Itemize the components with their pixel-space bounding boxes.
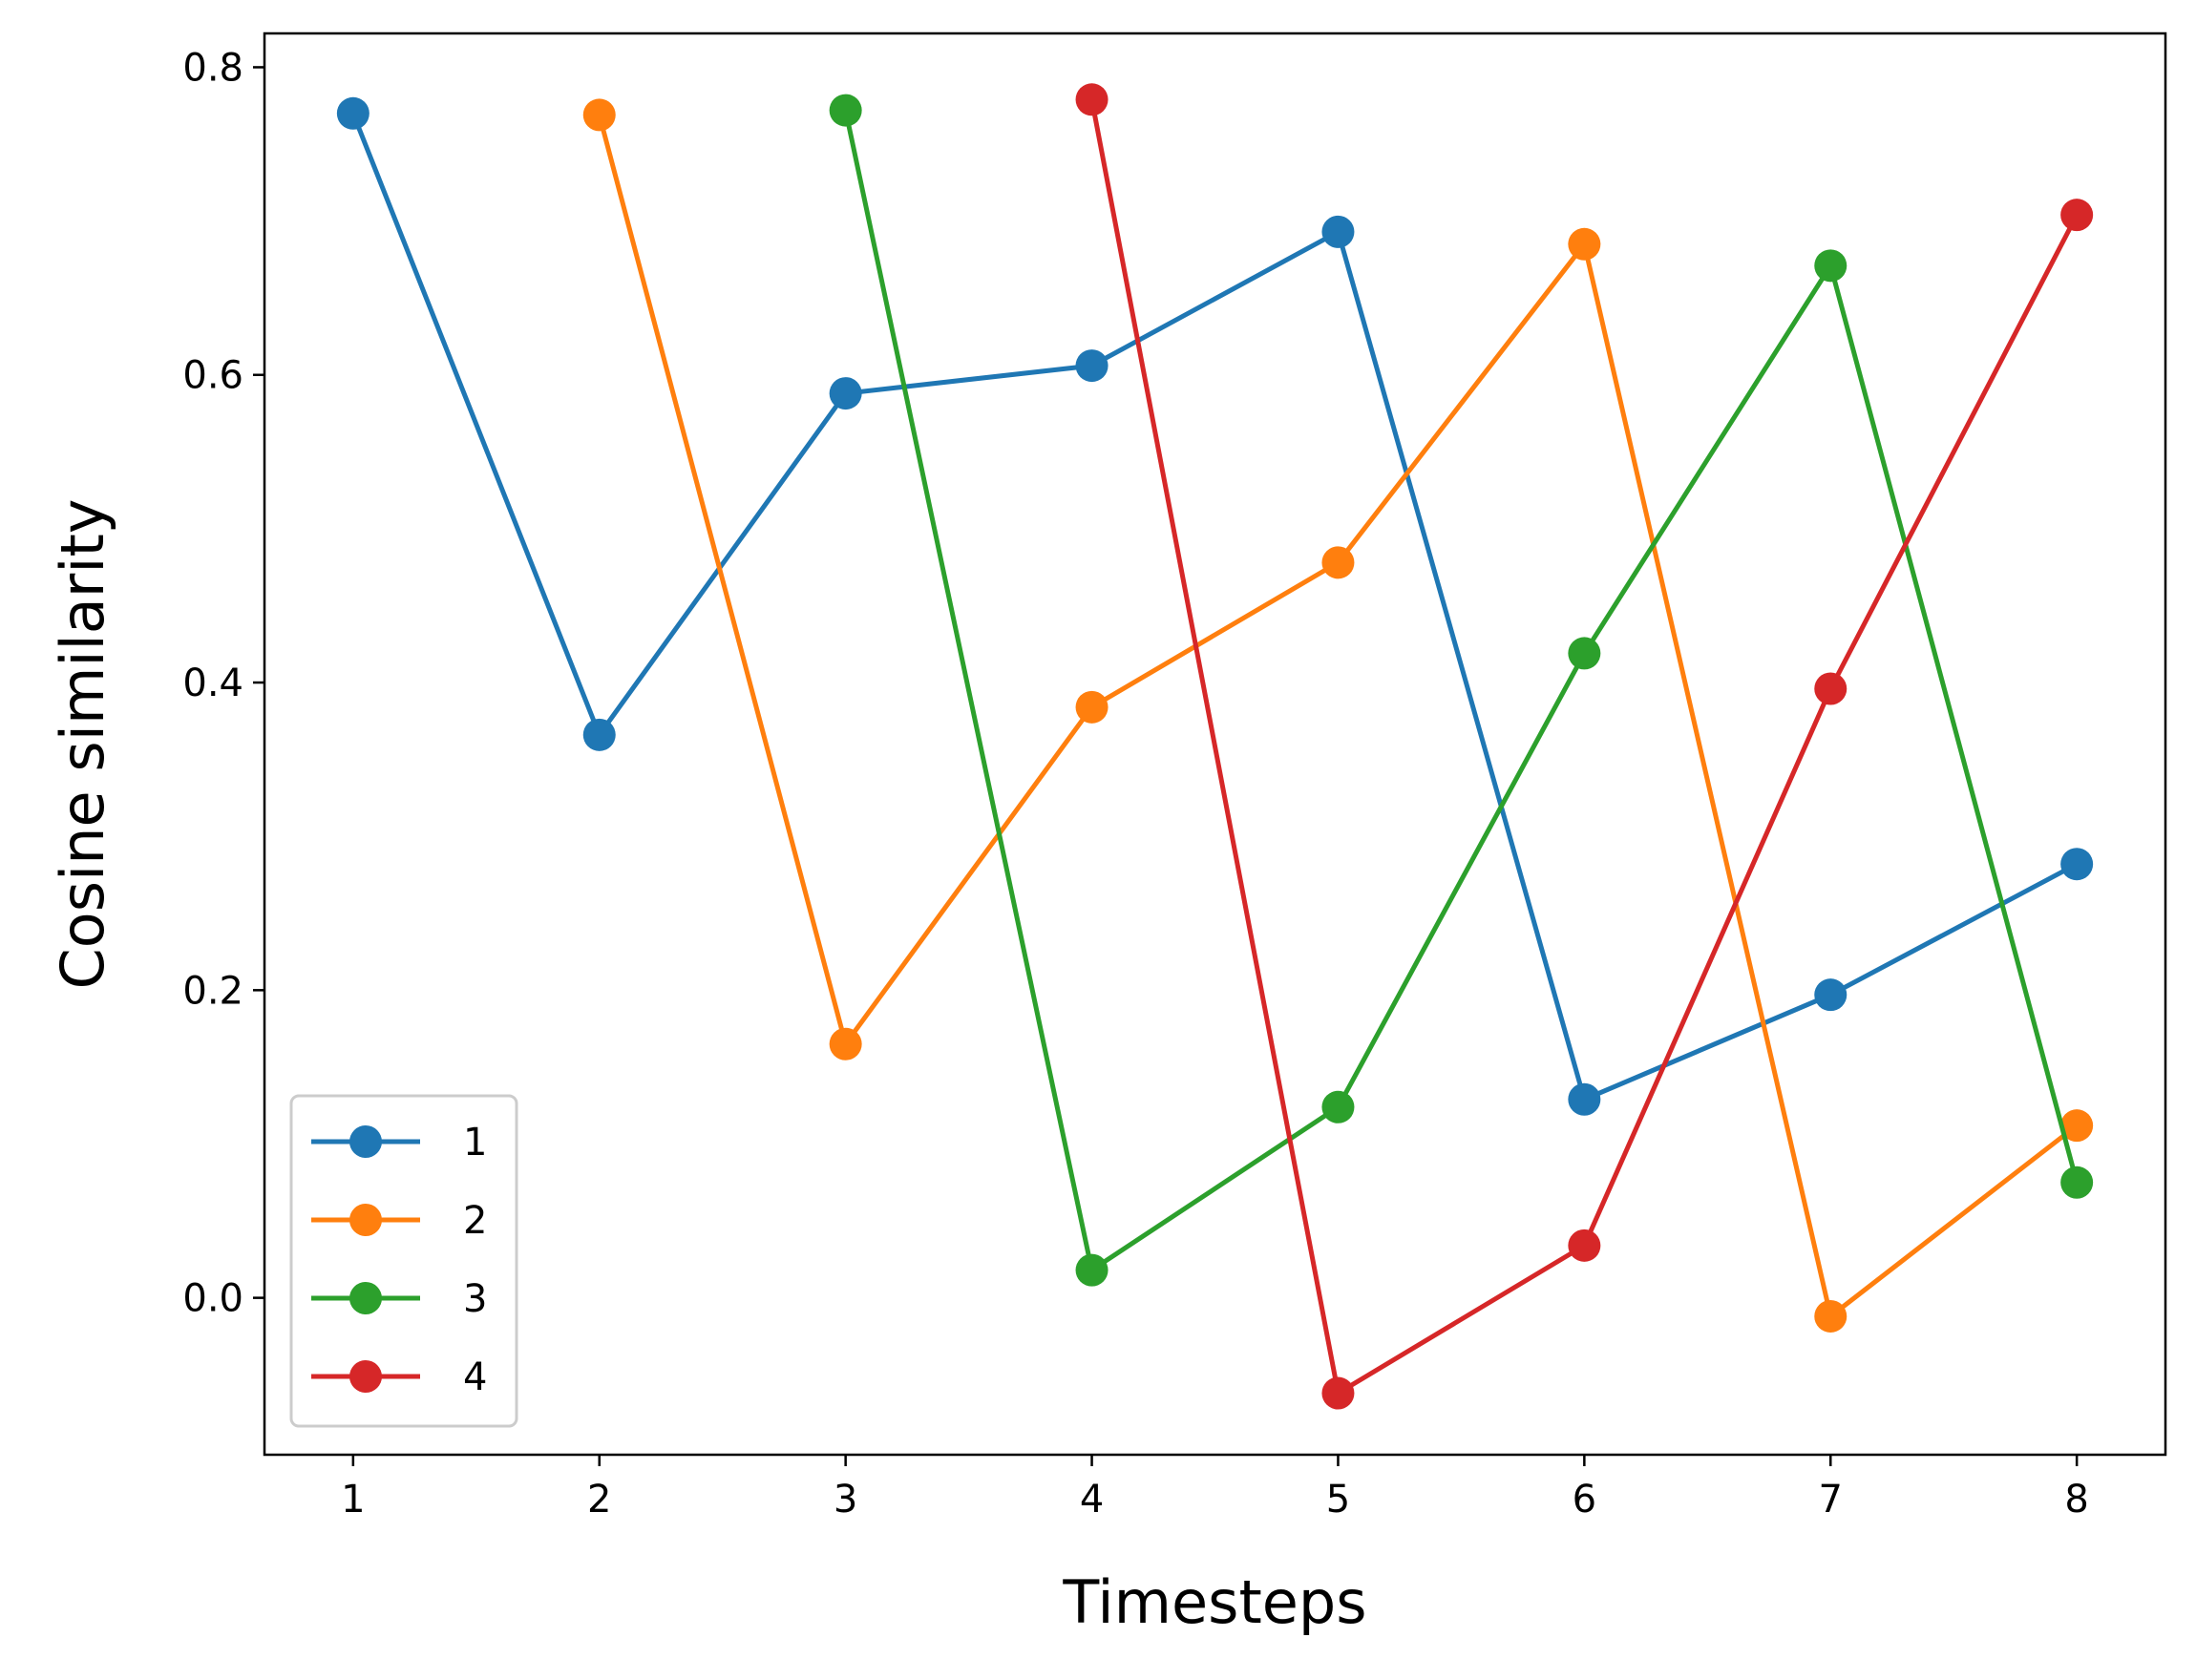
legend-label: 3 xyxy=(463,1277,487,1321)
y-axis-title: Cosine similarity xyxy=(48,499,117,990)
legend-label: 1 xyxy=(463,1121,487,1165)
x-axis: 1 2 3 4 5 6 7 8 xyxy=(341,1455,2089,1522)
legend-marker xyxy=(349,1360,382,1393)
x-axis-title: Timesteps xyxy=(1062,1567,1366,1637)
legend-item-4: 4 xyxy=(311,1355,487,1399)
x-tick-label: 2 xyxy=(587,1478,611,1522)
series-layer xyxy=(336,83,2094,1410)
series-line-3 xyxy=(843,110,2080,1273)
x-tick-label: 5 xyxy=(1326,1478,1350,1522)
x-tick-label: 3 xyxy=(834,1478,857,1522)
x-tick-label: 7 xyxy=(1819,1478,1843,1522)
data-point-1 xyxy=(1321,215,1355,248)
legend-frame xyxy=(289,1094,518,1428)
data-point-1 xyxy=(582,718,616,751)
legend: 1 2 3 4 xyxy=(289,1094,518,1428)
legend-item-2: 2 xyxy=(311,1199,487,1243)
series-1 xyxy=(336,96,2094,1116)
data-point-2 xyxy=(1321,546,1355,579)
y-axis: 0.0 0.2 0.4 0.6 0.8 xyxy=(182,46,264,1321)
data-point-3 xyxy=(829,94,862,127)
series-3 xyxy=(829,94,2094,1287)
x-tick-label: 6 xyxy=(1573,1478,1596,1522)
legend-label: 4 xyxy=(463,1355,487,1399)
plot-frame xyxy=(263,32,2167,1457)
data-point-2 xyxy=(582,98,616,132)
data-point-2 xyxy=(1568,227,1601,261)
legend-label: 2 xyxy=(463,1199,487,1243)
y-tick-label: 0.8 xyxy=(182,46,243,90)
data-point-2 xyxy=(2060,1109,2094,1143)
legend-marker xyxy=(349,1204,382,1236)
x-tick-label: 4 xyxy=(1080,1478,1104,1522)
series-line-1 xyxy=(350,112,2079,1102)
y-tick-label: 0.4 xyxy=(182,662,243,705)
legend-item-3: 3 xyxy=(311,1277,487,1321)
x-tick-label: 1 xyxy=(341,1478,365,1522)
data-point-1 xyxy=(2060,848,2094,881)
data-point-4 xyxy=(1814,672,1848,705)
y-tick-label: 0.6 xyxy=(182,354,243,398)
data-point-3 xyxy=(1568,637,1601,670)
legend-marker xyxy=(349,1282,382,1314)
y-tick-label: 0.2 xyxy=(182,969,243,1013)
data-point-4 xyxy=(1568,1228,1601,1262)
data-point-4 xyxy=(1321,1376,1355,1410)
data-point-1 xyxy=(1568,1082,1601,1116)
series-4 xyxy=(1075,83,2094,1410)
y-tick-label: 0.0 xyxy=(182,1277,243,1321)
data-point-4 xyxy=(1075,83,1109,116)
data-point-2 xyxy=(829,1027,862,1060)
data-point-4 xyxy=(2060,199,2094,232)
data-point-1 xyxy=(1814,978,1848,1012)
data-point-3 xyxy=(2060,1166,2094,1199)
data-point-2 xyxy=(1814,1299,1848,1333)
data-point-1 xyxy=(336,96,370,130)
legend-item-1: 1 xyxy=(311,1121,487,1165)
data-point-3 xyxy=(1321,1090,1355,1124)
data-point-3 xyxy=(1814,249,1848,283)
data-point-3 xyxy=(1075,1253,1109,1287)
x-tick-label: 8 xyxy=(2064,1478,2088,1522)
series-2 xyxy=(582,98,2094,1333)
data-point-2 xyxy=(1075,690,1109,724)
data-point-1 xyxy=(1075,349,1109,383)
legend-marker xyxy=(349,1125,382,1158)
data-point-1 xyxy=(829,377,862,410)
